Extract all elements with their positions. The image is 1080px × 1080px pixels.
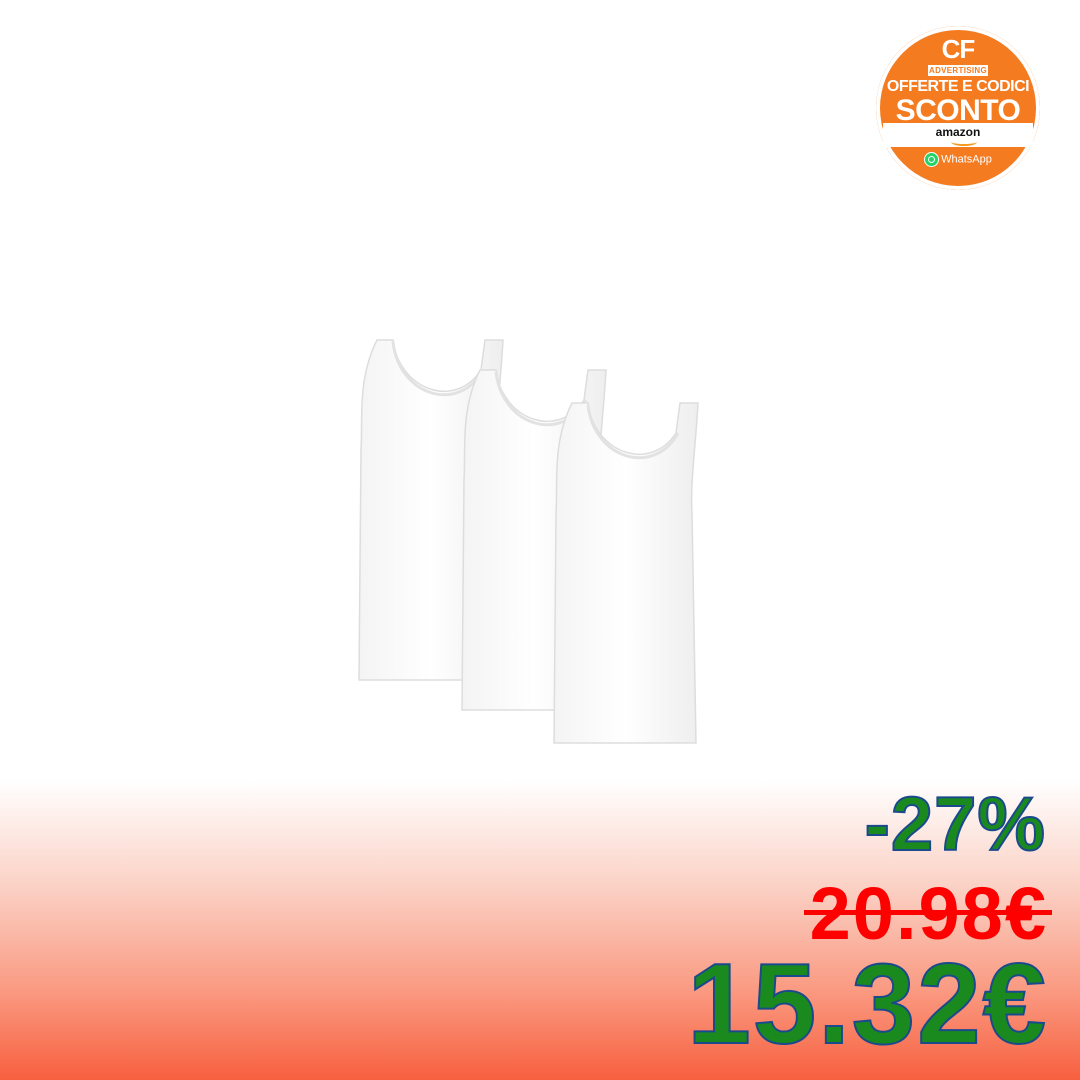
old-price: 20.98€ [803, 872, 1052, 956]
amazon-logo-text: amazon [935, 125, 981, 139]
badge-line-sconto: SCONTO [895, 94, 1021, 127]
badge-whatsapp-label: WhatsApp [941, 153, 992, 166]
bottom-gradient-background [0, 780, 1080, 1080]
badge-line-offerte: OFFERTE E CODICI [886, 78, 1030, 95]
badge-whatsapp: WhatsApp [876, 152, 1040, 167]
whatsapp-icon [924, 152, 940, 167]
badge-amazon-strip: amazon [883, 123, 1033, 147]
badge-brand-sub: ADVERTISING [928, 65, 988, 76]
amazon-smile-icon [951, 138, 977, 146]
old-price-strikethrough [803, 910, 1052, 915]
new-price: 15.32€ [686, 941, 1048, 1068]
badge-brand: CF [941, 34, 976, 64]
product-image-tank-tops [358, 339, 699, 744]
cf-advertising-badge: CF ADVERTISING OFFERTE E CODICI SCONTO a… [876, 26, 1040, 190]
discount-percentage: -27% [864, 781, 1046, 868]
tank-top-front [553, 402, 699, 744]
